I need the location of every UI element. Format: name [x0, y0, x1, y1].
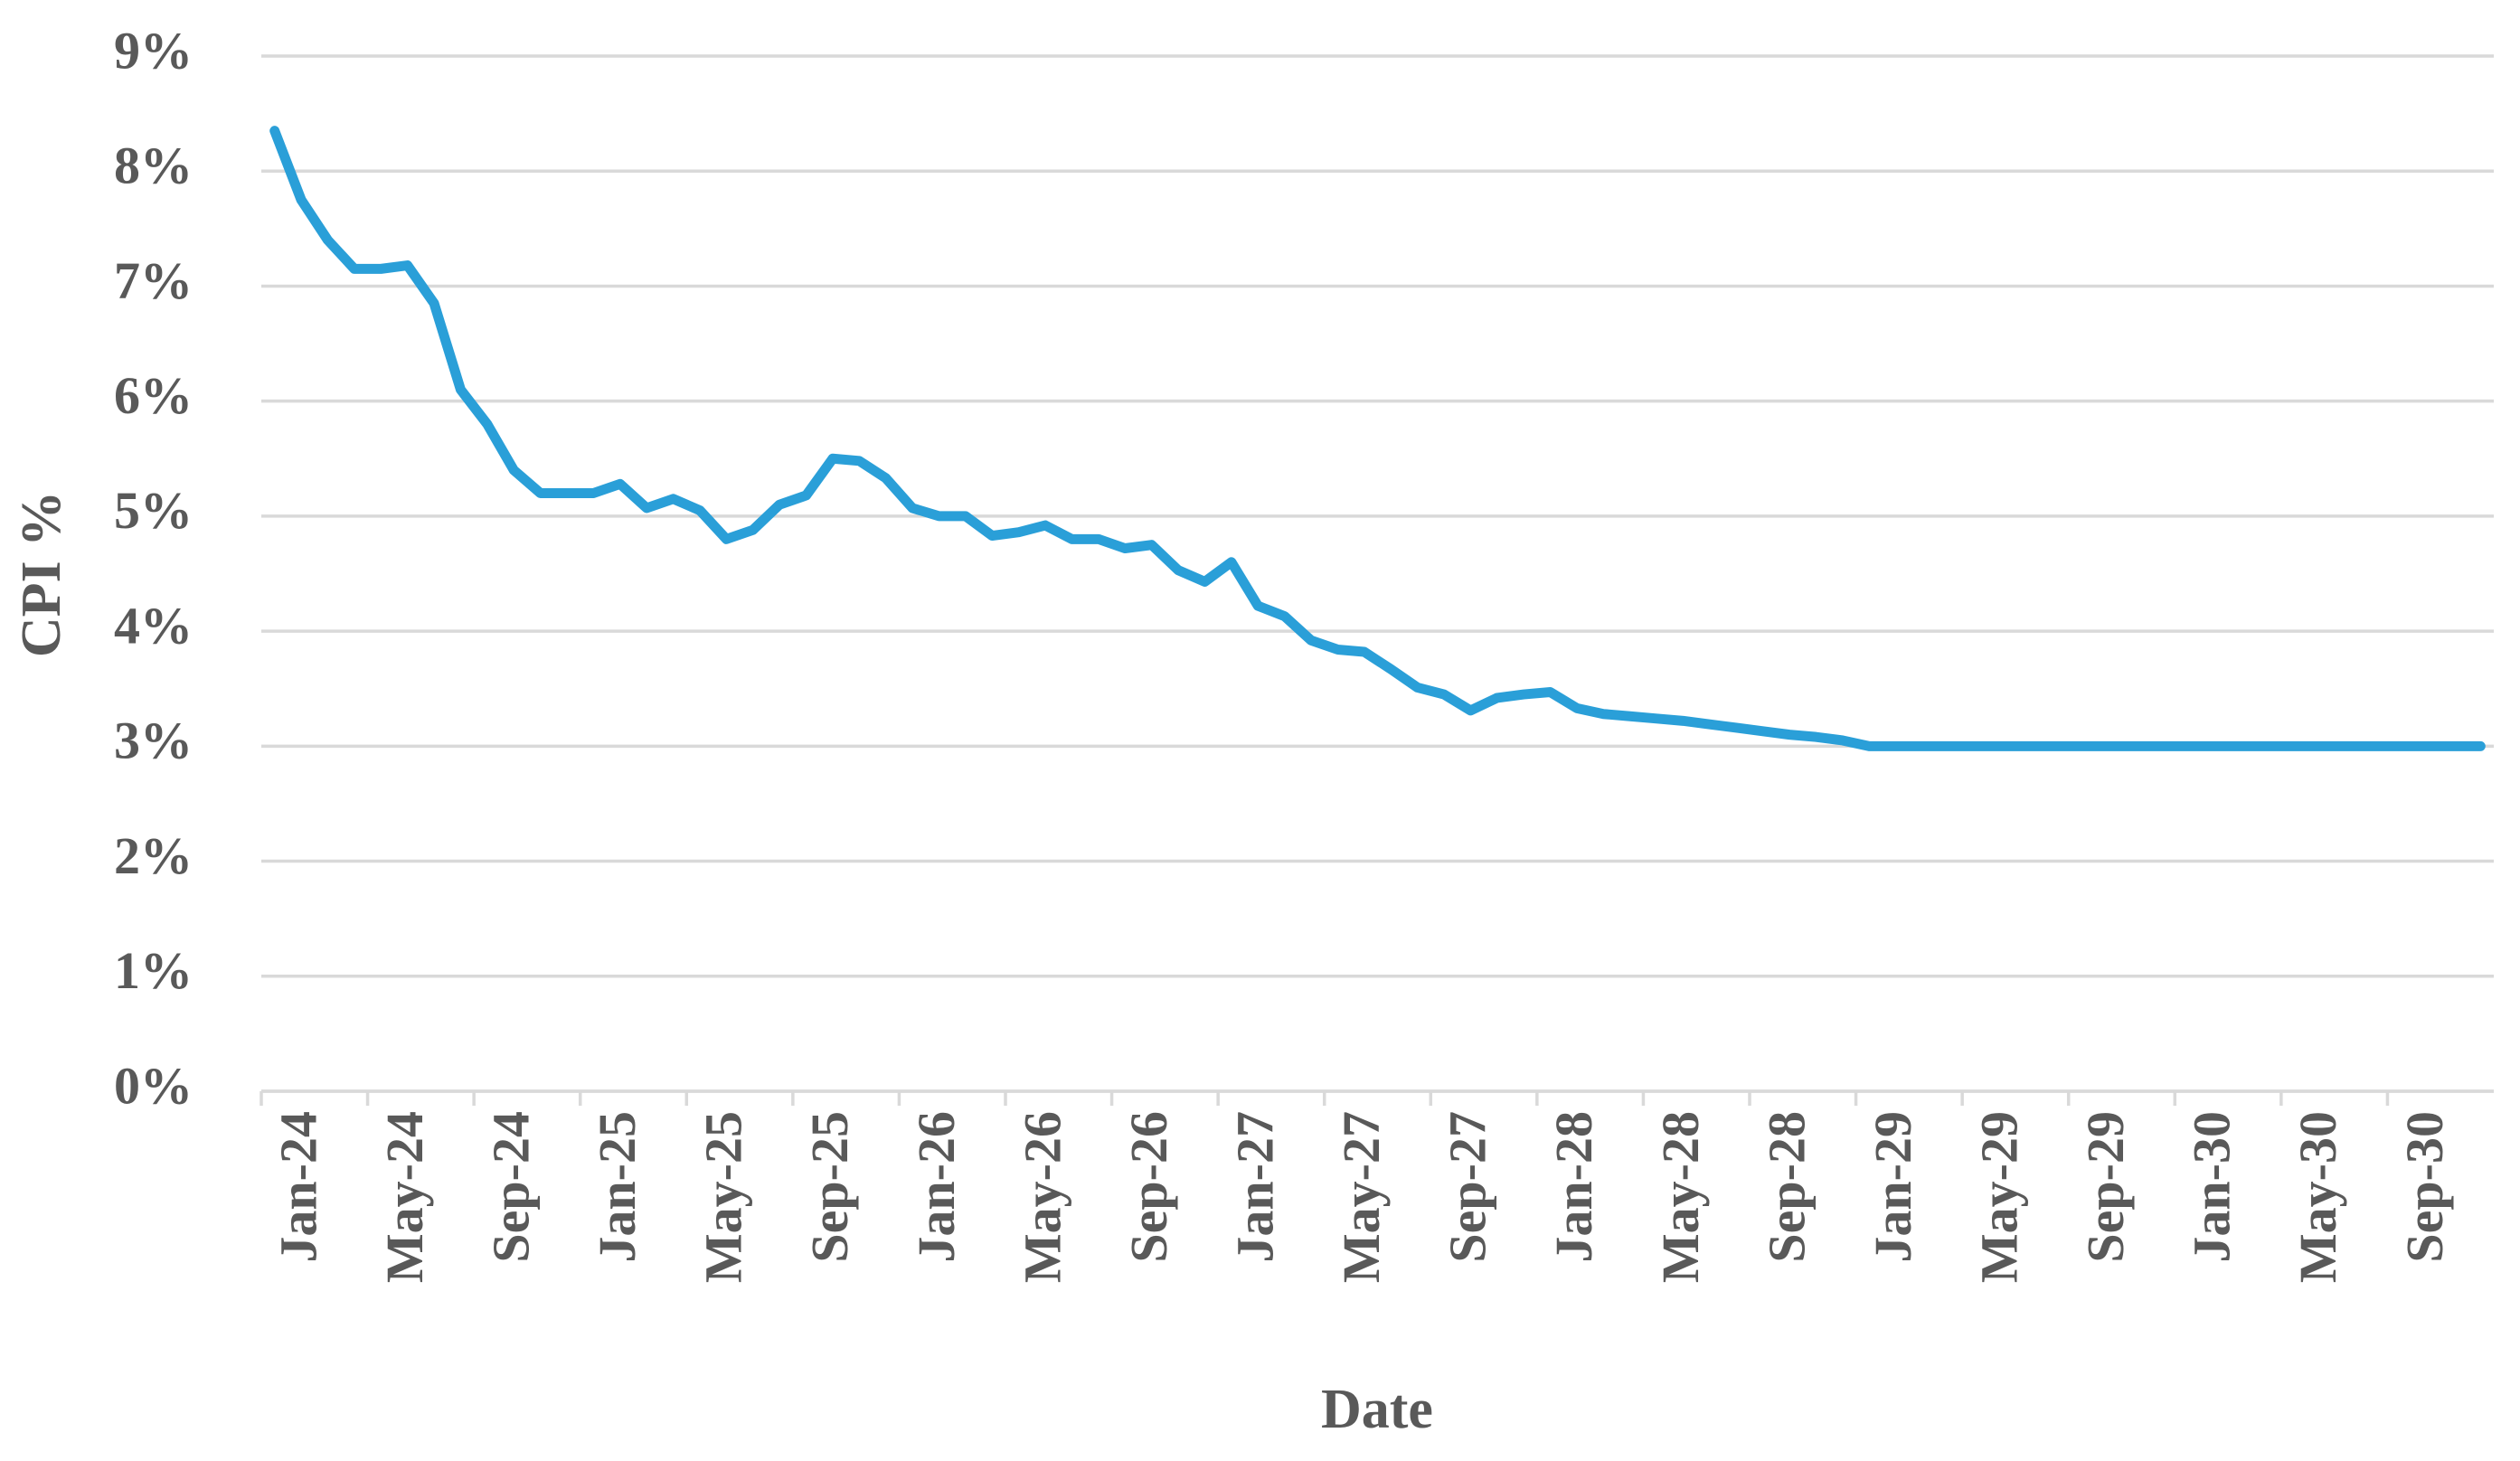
- x-tick-label: Sep-30: [2395, 1111, 2454, 1263]
- x-tick-label: May-24: [375, 1111, 434, 1283]
- x-tick-label: Sep-25: [800, 1111, 859, 1263]
- y-axis-title: CPI %: [11, 491, 72, 657]
- x-tick-label: Jan-29: [1864, 1111, 1922, 1263]
- x-tick-label: Jan-25: [588, 1111, 647, 1263]
- x-tick-label: May-28: [1651, 1111, 1710, 1283]
- y-tick-label: 2%: [114, 826, 193, 885]
- x-tick-label: Jan-26: [907, 1111, 966, 1263]
- x-tick-label: Sep-27: [1439, 1111, 1497, 1263]
- x-tick-label: May-27: [1332, 1111, 1391, 1283]
- y-tick-label: 0%: [114, 1056, 193, 1115]
- x-tick-label: Sep-28: [1757, 1111, 1816, 1263]
- x-tick-label: Sep-24: [481, 1111, 540, 1263]
- y-tick-label: 5%: [114, 481, 193, 540]
- x-tick-label: Jan-28: [1544, 1111, 1603, 1263]
- data-line: [269, 126, 2486, 751]
- y-tick-label: 4%: [114, 596, 193, 655]
- x-tick-label: May-26: [1013, 1111, 1071, 1283]
- x-tick-label: May-29: [1969, 1111, 2028, 1283]
- y-tick-label: 7%: [114, 251, 193, 310]
- y-tick-label: 8%: [114, 137, 193, 195]
- y-tick-label: 9%: [114, 21, 193, 80]
- x-tick-label: Jan-27: [1225, 1111, 1284, 1263]
- y-tick-label: 3%: [114, 712, 193, 770]
- x-tick-label: Sep-29: [2076, 1111, 2135, 1263]
- x-axis-title: Date: [1321, 1379, 1433, 1440]
- x-tick-label: May-30: [2289, 1111, 2347, 1283]
- x-tick-label: Jan-30: [2183, 1111, 2242, 1263]
- x-tick-label: May-25: [694, 1111, 753, 1283]
- x-tick-label: Sep-26: [1119, 1111, 1178, 1263]
- y-tick-label: 1%: [114, 941, 193, 1000]
- y-tick-label: 6%: [114, 366, 193, 425]
- x-tick-label: Jan-24: [269, 1111, 327, 1263]
